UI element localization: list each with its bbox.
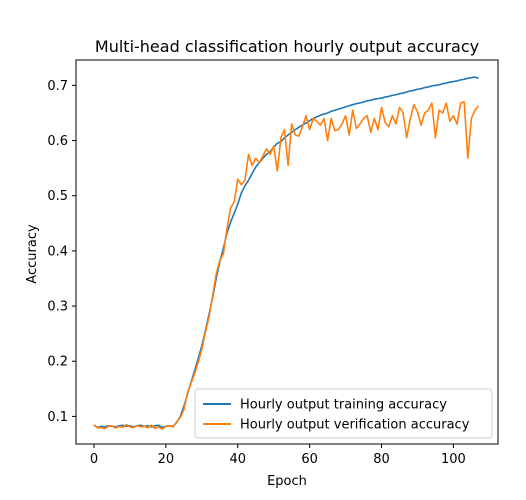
x-tick-label: 40 — [229, 452, 246, 467]
y-tick-label: 0.3 — [47, 300, 68, 315]
x-axis-label: Epoch — [267, 474, 307, 489]
x-tick-label: 20 — [158, 452, 175, 467]
legend: Hourly output training accuracy Hourly ou… — [195, 389, 492, 438]
y-tick-label: 0.5 — [47, 189, 68, 204]
y-tick-label: 0.6 — [47, 134, 68, 149]
y-axis-label: Accuracy — [25, 224, 40, 284]
x-tick-label: 100 — [441, 452, 466, 467]
legend-label-2: Hourly output verification accuracy — [240, 418, 470, 433]
y-tick-label: 0.1 — [47, 410, 68, 425]
y-tick-label: 0.2 — [47, 355, 68, 370]
x-tick-label: 60 — [301, 452, 318, 467]
y-tick-label: 0.7 — [47, 79, 68, 94]
chart-title: Multi-head classification hourly output … — [95, 37, 479, 56]
x-tick-label: 0 — [90, 452, 98, 467]
legend-label-1: Hourly output training accuracy — [240, 398, 447, 413]
x-tick-label: 80 — [373, 452, 390, 467]
y-tick-label: 0.4 — [47, 244, 68, 259]
